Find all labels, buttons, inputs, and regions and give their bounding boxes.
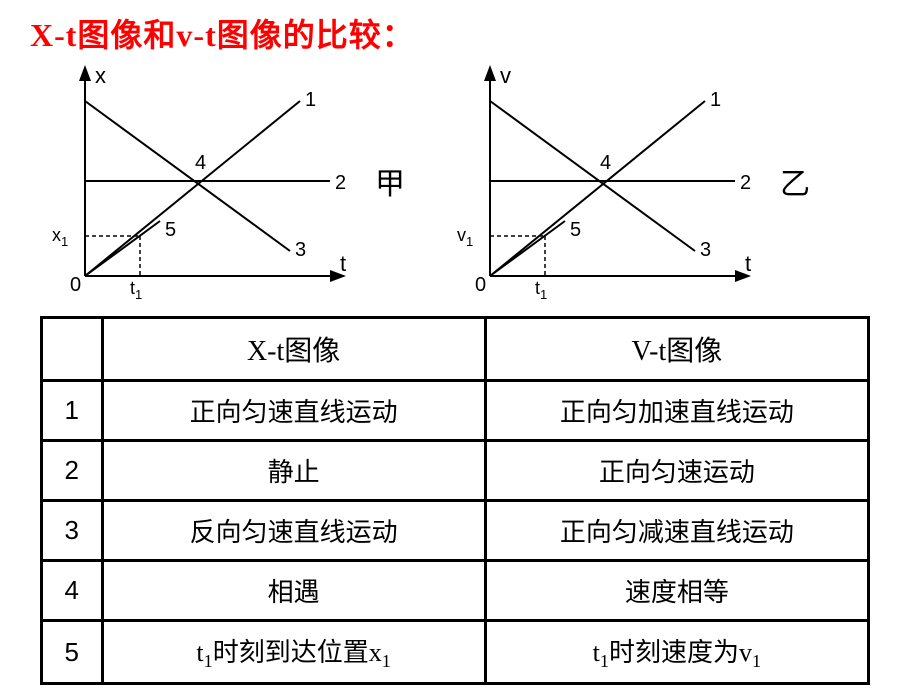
cell-xt: 静止	[102, 441, 485, 501]
cell-vt: t1时刻速度为v1	[485, 621, 868, 684]
cell-vt: 正向匀减速直线运动	[485, 501, 868, 561]
row-num: 3	[42, 501, 103, 561]
chart-vt: v t 0 1 2 3 4 5 v1 t1	[445, 61, 765, 301]
table-row: 2 静止 正向匀速运动	[42, 441, 869, 501]
header-xt: X-t图像	[102, 318, 485, 381]
comparison-table-container: X-t图像 V-t图像 1 正向匀速直线运动 正向匀加速直线运动 2 静止 正向…	[30, 316, 890, 685]
y-ref-label: v1	[457, 225, 473, 249]
line1-label: 1	[710, 89, 721, 111]
line3-label: 3	[700, 239, 711, 261]
header-blank	[42, 318, 103, 381]
y-axis-label: x	[95, 63, 106, 88]
line2-label: 2	[740, 172, 751, 194]
cell-vt: 速度相等	[485, 561, 868, 621]
table-row: 5 t1时刻到达位置x1 t1时刻速度为v1	[42, 621, 869, 684]
x-axis-label: t	[745, 251, 751, 276]
cell-xt: 相遇	[102, 561, 485, 621]
table-row: 4 相遇 速度相等	[42, 561, 869, 621]
header-vt: V-t图像	[485, 318, 868, 381]
row-num: 1	[42, 381, 103, 441]
cell-vt: 正向匀加速直线运动	[485, 381, 868, 441]
page-title: X-t图像和v-t图像的比较：	[30, 10, 890, 56]
row-num: 5	[42, 621, 103, 684]
cell-xt: 正向匀速直线运动	[102, 381, 485, 441]
origin-label: 0	[475, 274, 486, 296]
intersect-label: 4	[600, 152, 611, 174]
table-row: 1 正向匀速直线运动 正向匀加速直线运动	[42, 381, 869, 441]
y-ref-label: x1	[52, 225, 68, 249]
cell-xt: t1时刻到达位置x1	[102, 621, 485, 684]
table-header-row: X-t图像 V-t图像	[42, 318, 869, 381]
line5-label: 5	[165, 219, 176, 241]
chart-left-container: x t 0 1 2 3 4 5 x1 t1 甲	[40, 61, 405, 301]
chart-right-side-label: 乙	[780, 159, 810, 203]
line1-label: 1	[305, 89, 316, 111]
title-text: X-t图像和v-t图像的比较：	[30, 17, 415, 53]
line3-label: 3	[295, 239, 306, 261]
x-axis-label: t	[340, 251, 346, 276]
y-axis-label: v	[500, 63, 511, 88]
line5-label: 5	[570, 219, 581, 241]
row-num: 2	[42, 441, 103, 501]
chart-right-container: v t 0 1 2 3 4 5 v1 t1 乙	[445, 61, 810, 301]
chart-xt: x t 0 1 2 3 4 5 x1 t1	[40, 61, 360, 301]
cell-xt: 反向匀速直线运动	[102, 501, 485, 561]
row-num: 4	[42, 561, 103, 621]
comparison-table: X-t图像 V-t图像 1 正向匀速直线运动 正向匀加速直线运动 2 静止 正向…	[40, 316, 870, 685]
origin-label: 0	[70, 274, 81, 296]
cell-vt: 正向匀速运动	[485, 441, 868, 501]
line2-label: 2	[335, 172, 346, 194]
table-row: 3 反向匀速直线运动 正向匀减速直线运动	[42, 501, 869, 561]
chart-left-side-label: 甲	[375, 159, 405, 203]
charts-row: x t 0 1 2 3 4 5 x1 t1 甲	[30, 61, 890, 301]
intersect-label: 4	[195, 152, 206, 174]
x-ref-label: t1	[535, 278, 547, 301]
x-ref-label: t1	[130, 278, 142, 301]
